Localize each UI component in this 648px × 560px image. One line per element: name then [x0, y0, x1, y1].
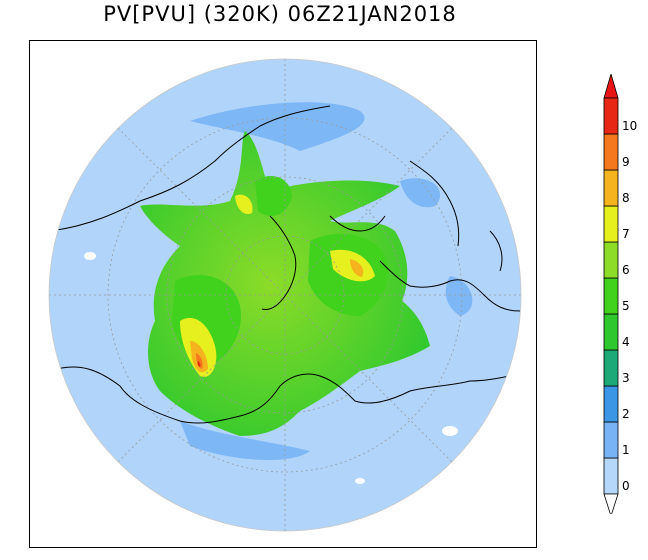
- colorbar-label: 3: [622, 371, 630, 385]
- map-disc-outline: [48, 58, 522, 532]
- colorbar-label: 0: [622, 479, 630, 493]
- colorbar: 0 1 2 3 4 5 6 7 8 9 10: [603, 74, 637, 514]
- colorbar-band: [603, 277, 619, 315]
- colorbar-band: [603, 313, 619, 351]
- colorbar-label: 1: [622, 443, 630, 457]
- colorbar-label: 8: [622, 191, 630, 205]
- colorbar-label: 6: [622, 263, 630, 277]
- graticule: [49, 59, 521, 531]
- colorbar-label: 5: [622, 299, 630, 313]
- colorbar-band: [603, 241, 619, 279]
- colorbar-band: [603, 457, 619, 495]
- colorbar-label: 10: [622, 119, 637, 133]
- pv-contour-7-10: [180, 194, 375, 377]
- pv-contour-1-2: [180, 102, 473, 461]
- colorbar-under-triangle: [603, 493, 619, 514]
- coastlines: [49, 105, 521, 424]
- map-title: PV[PVU] (320K) 06Z21JAN2018: [103, 2, 457, 26]
- colorbar-label: 2: [622, 407, 630, 421]
- polar-map: [48, 58, 522, 532]
- colorbar-band: [603, 169, 619, 207]
- colorbar-band: [603, 421, 619, 459]
- map-frame: [29, 40, 537, 548]
- colorbar-band: [603, 97, 619, 135]
- colorbar-label: 4: [622, 335, 630, 349]
- colorbar-label: 7: [622, 227, 630, 241]
- colorbar-label: 9: [622, 155, 630, 169]
- colorbar-band: [603, 349, 619, 387]
- colorbar-band: [603, 385, 619, 423]
- colorbar-band: [603, 205, 619, 243]
- colorbar-band: [603, 133, 619, 171]
- colorbar-over-triangle: [603, 74, 619, 99]
